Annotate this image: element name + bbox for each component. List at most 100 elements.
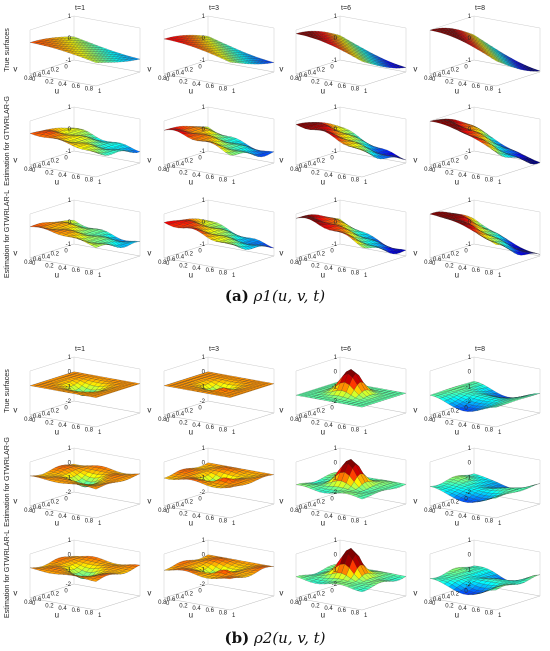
surface-mesh <box>29 556 141 582</box>
v-tick-label: 0.2 <box>451 158 460 164</box>
u-tick-label: 0.6 <box>338 84 347 90</box>
v-axis-label: v <box>13 156 17 165</box>
u-tick-label: 0.8 <box>351 87 360 93</box>
v-tick-label: 0.6 <box>433 164 442 170</box>
v-tick-label: 0 <box>64 406 68 412</box>
u-tick-label: 0.4 <box>324 266 333 272</box>
u-tick-label: 0.2 <box>311 170 320 176</box>
v-tick-label: 0.4 <box>442 70 451 76</box>
u-tick-label: 1 <box>498 521 502 527</box>
z-tick-label: -1 <box>66 384 72 390</box>
v-tick-label: 0.2 <box>451 67 460 73</box>
u-tick-label: 0.6 <box>206 516 215 522</box>
z-tick-label: -2 <box>466 490 472 496</box>
floor-grid <box>295 59 407 87</box>
v-axis-label: v <box>147 156 151 165</box>
u-tick-label: 1 <box>232 180 236 186</box>
u-tick-label: 0.4 <box>192 606 201 612</box>
v-tick-label: 0.2 <box>51 251 60 257</box>
z-tick-label: 0 <box>68 127 72 133</box>
u-tick-label: 0 <box>166 168 170 174</box>
v-tick-label: 0.8 <box>424 508 433 514</box>
surface-patch <box>224 152 234 156</box>
v-axis-label: v <box>13 406 17 415</box>
u-tick-label: 0.4 <box>58 514 67 520</box>
z-tick-label: -1 <box>66 149 72 155</box>
z-tick-label: -1 <box>332 384 338 390</box>
v-tick-label: 0.6 <box>433 257 442 263</box>
u-tick-label: 1 <box>498 273 502 279</box>
v-tick-label: 0 <box>64 497 68 503</box>
u-tick-label: 0.2 <box>445 263 454 269</box>
u-tick-label: 0.2 <box>445 511 454 517</box>
u-tick-label: 1 <box>98 273 102 279</box>
u-tick-label: 0.2 <box>179 420 188 426</box>
v-tick-label: 0.2 <box>185 499 194 505</box>
surface-mesh <box>295 214 407 254</box>
u-tick-label: 0 <box>32 77 36 83</box>
v-axis-label: v <box>413 65 417 74</box>
surface-mesh <box>429 27 541 72</box>
v-axis-label: v <box>13 249 17 258</box>
v-tick-label: 0.6 <box>433 414 442 420</box>
v-tick-label: 0.2 <box>185 408 194 414</box>
u-tick-label: 0.2 <box>179 170 188 176</box>
v-tick-label: 0 <box>64 65 68 71</box>
v-tick-label: 0.6 <box>167 505 176 511</box>
v-tick-label: 0 <box>330 249 334 255</box>
z-tick-label: -2 <box>466 399 472 405</box>
v-tick-label: 0.8 <box>24 167 33 173</box>
u-tick-label: 0.4 <box>458 514 467 520</box>
v-tick-label: 0.2 <box>185 158 194 164</box>
v-axis-label: v <box>413 406 417 415</box>
u-axis-label: u <box>321 178 325 187</box>
u-tick-label: 0.2 <box>179 511 188 517</box>
row-label: Estimation for GTWRLAR-L <box>2 530 11 618</box>
v-tick-label: 0 <box>198 65 202 71</box>
surface-mesh <box>429 118 541 165</box>
z-tick-label: 0 <box>468 370 472 376</box>
u-axis-label: u <box>55 611 59 620</box>
u-tick-label: 0.2 <box>311 79 320 85</box>
z-tick-label: 0 <box>468 461 472 467</box>
v-tick-label: 0.6 <box>33 597 42 603</box>
z-tick-label: -1 <box>466 242 472 248</box>
v-tick-label: 0.6 <box>33 73 42 79</box>
u-tick-label: 0.6 <box>72 175 81 181</box>
v-tick-label: 0.8 <box>24 508 33 514</box>
v-tick-label: 0.6 <box>33 505 42 511</box>
u-tick-label: 0.8 <box>85 519 94 525</box>
surface-patch <box>357 58 366 63</box>
u-tick-label: 0.8 <box>219 271 228 277</box>
v-tick-label: 0.4 <box>308 161 317 167</box>
v-tick-label: 0.8 <box>24 260 33 266</box>
z-tick-label: 1 <box>468 14 472 20</box>
u-tick-label: 0.2 <box>45 603 54 609</box>
z-tick-label: -1 <box>200 567 206 573</box>
u-tick-label: 0.8 <box>219 428 228 434</box>
u-tick-label: 0.4 <box>58 82 67 88</box>
u-tick-label: 0.4 <box>58 606 67 612</box>
surface-mesh <box>429 211 541 256</box>
u-tick-label: 0.4 <box>192 514 201 520</box>
u-axis-label: u <box>189 519 193 528</box>
u-tick-label: 0.8 <box>85 87 94 93</box>
z-tick-label: -1 <box>332 149 338 155</box>
u-axis-label: u <box>55 428 59 437</box>
v-tick-label: 0.6 <box>299 164 308 170</box>
v-tick-label: 0 <box>330 497 334 503</box>
u-tick-label: 0.8 <box>85 611 94 617</box>
v-tick-label: 0.2 <box>317 251 326 257</box>
